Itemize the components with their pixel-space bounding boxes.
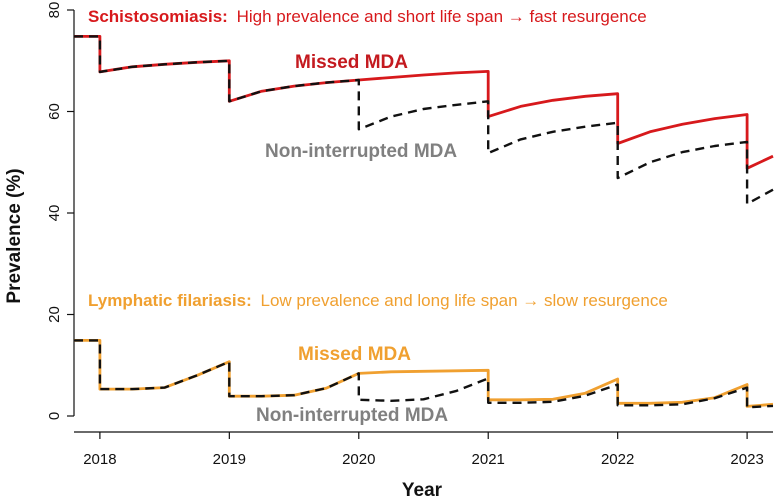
y-tick-label-20: 20 [46,306,63,323]
lf-annotation-title: Lymphatic filariasis: [88,291,252,310]
y-tick-label-80: 80 [46,2,63,19]
x-tick-label-2020: 2020 [342,451,375,468]
axes [73,10,773,433]
series-line-lymphatic-filariasis-non-interrupted-mda [74,339,774,409]
x-tick-label-2018: 2018 [83,451,116,468]
series-line-lymphatic-filariasis-missed-mda [74,338,774,408]
lf-annotation: Lymphatic filariasis: Low prevalence and… [88,291,668,310]
y-tick-label-0: 0 [46,412,63,420]
ticks: 0 20 40 60 80 2018 2019 2020 2021 2022 2023 [46,2,764,468]
schisto-missed-label: Missed MDA [295,52,408,73]
lf-non-label: Non-interrupted MDA [256,405,448,426]
x-axis-title: Year [402,480,443,499]
y-tick-label-60: 60 [46,103,63,120]
schisto-annotation: Schistosomiasis: High prevalence and sho… [88,7,647,26]
schisto-annotation-title: Schistosomiasis: [88,7,228,26]
schisto-non-label: Non-interrupted MDA [265,141,457,162]
y-axis-title: Prevalence (%) [4,168,25,303]
series-lines [74,35,774,409]
series-line-schistosomiasis-non-interrupted-mda [74,35,774,206]
y-tick-label-40: 40 [46,205,63,222]
lf-missed-label: Missed MDA [298,344,411,365]
x-tick-label-2021: 2021 [472,451,505,468]
x-tick-label-2019: 2019 [213,451,246,468]
x-tick-label-2023: 2023 [730,451,763,468]
schisto-annotation-text: High prevalence and short life span → fa… [237,7,647,26]
x-tick-label-2022: 2022 [601,451,634,468]
lf-annotation-text: Low prevalence and long life span → slow… [261,291,668,310]
